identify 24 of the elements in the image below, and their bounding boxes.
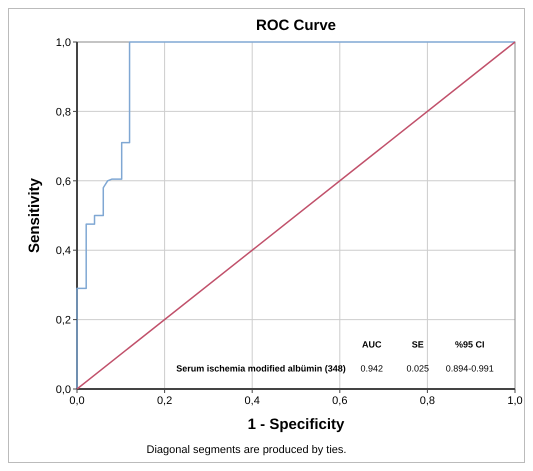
annotation: SE bbox=[412, 340, 424, 350]
y-tick-label: 0,6 bbox=[56, 176, 71, 188]
annotation: %95 CI bbox=[455, 340, 485, 350]
x-tick-label: 1,0 bbox=[507, 395, 523, 407]
text: Diagonal segments are produced by ties. bbox=[146, 444, 346, 456]
y-tick-label: 0,8 bbox=[56, 106, 71, 118]
y-tick-label: 0,2 bbox=[56, 314, 71, 327]
x-axis-title: 1 - Specificity bbox=[248, 416, 346, 433]
annotation: Serum ischemia modified albümin (348) bbox=[176, 364, 346, 374]
y-axis-title: Sensitivity bbox=[26, 177, 43, 254]
y-tick-label: 0,0 bbox=[56, 384, 71, 396]
x-tick-label: 0,8 bbox=[420, 395, 436, 407]
x-tick-label: 0,4 bbox=[244, 395, 260, 407]
x-tick-label: 0,2 bbox=[156, 395, 172, 407]
annotation: 0.942 bbox=[360, 364, 384, 374]
line-series bbox=[76, 41, 516, 390]
y-tick-label: 1,0 bbox=[56, 37, 71, 49]
chart-title: ROC Curve bbox=[256, 17, 336, 34]
x-tick-label: 0,0 bbox=[69, 395, 85, 407]
annotation: 0.894-0.991 bbox=[446, 364, 494, 374]
annotation: AUC bbox=[362, 340, 382, 350]
y-tick-label: 0,4 bbox=[56, 245, 71, 258]
annotation: 0.025 bbox=[406, 364, 430, 374]
x-tick-label: 0,6 bbox=[332, 395, 348, 407]
